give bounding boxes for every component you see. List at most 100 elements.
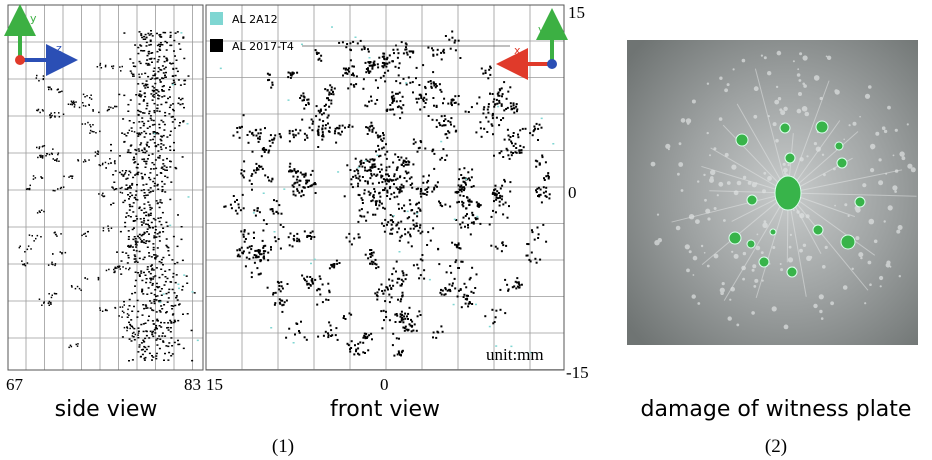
debris-point — [149, 204, 151, 206]
debris-point — [183, 80, 185, 82]
pit — [853, 122, 857, 126]
pit — [799, 52, 802, 55]
debris-point — [516, 110, 518, 112]
debris-point — [168, 292, 170, 294]
debris-point — [483, 108, 485, 110]
debris-point — [359, 180, 361, 182]
debris-point — [173, 40, 175, 42]
debris-point — [176, 274, 178, 276]
debris-point — [151, 268, 153, 270]
pit — [819, 294, 824, 299]
debris-point — [316, 105, 318, 107]
debris-point — [159, 111, 161, 113]
pit — [822, 265, 826, 269]
debris-point — [179, 122, 181, 124]
debris-point — [165, 345, 167, 347]
debris-point — [258, 165, 260, 167]
pit — [757, 234, 759, 236]
debris-point — [331, 334, 333, 336]
debris-point — [142, 184, 144, 186]
debris-point — [154, 68, 156, 70]
debris-point — [240, 173, 242, 175]
debris-point — [327, 123, 329, 125]
debris-point — [391, 296, 393, 298]
debris-point — [159, 221, 161, 223]
debris-point — [458, 201, 460, 203]
debris-point — [385, 179, 387, 181]
debris-point — [143, 125, 145, 127]
debris-point — [495, 199, 497, 201]
debris-point — [72, 176, 74, 178]
debris-point — [504, 139, 506, 141]
debris-point — [33, 175, 35, 177]
debris-point — [175, 282, 177, 284]
legend-label: AL 2017-T4 — [232, 40, 294, 53]
debris-point — [145, 323, 147, 325]
debris-point — [310, 185, 312, 187]
debris-point — [397, 222, 399, 224]
debris-point — [178, 125, 180, 127]
debris-point — [120, 70, 122, 72]
debris-point — [404, 177, 406, 179]
pit — [871, 147, 874, 150]
debris-point — [475, 217, 477, 219]
pit — [855, 236, 859, 240]
debris-point — [477, 203, 479, 205]
debris-point — [150, 209, 152, 211]
debris-point — [74, 106, 76, 108]
debris-point — [96, 153, 98, 155]
debris-point — [220, 68, 222, 70]
debris-point — [137, 337, 139, 339]
debris-point — [127, 317, 129, 319]
debris-point — [143, 50, 145, 52]
debris-point — [153, 237, 155, 239]
pit — [775, 139, 779, 143]
debris-point — [391, 219, 393, 221]
debris-point — [492, 322, 494, 324]
debris-point — [328, 94, 330, 96]
debris-point — [464, 283, 466, 285]
pit — [778, 97, 781, 100]
debris-point — [255, 163, 257, 165]
debris-point — [160, 269, 162, 271]
debris-point — [123, 95, 125, 97]
debris-point — [381, 148, 383, 150]
debris-point — [43, 79, 45, 81]
debris-point — [354, 170, 356, 172]
debris-point — [399, 82, 401, 84]
debris-point — [543, 186, 545, 188]
debris-point — [174, 55, 176, 57]
debris-point — [187, 313, 189, 315]
debris-point — [160, 146, 162, 148]
debris-point — [412, 81, 414, 83]
debris-point — [107, 110, 109, 112]
debris-point — [473, 223, 475, 225]
debris-point — [182, 314, 184, 316]
debris-point — [350, 59, 352, 61]
debris-point — [508, 139, 510, 141]
debris-point — [42, 146, 44, 148]
debris-point — [399, 191, 401, 193]
debris-point — [155, 159, 157, 161]
pit — [734, 190, 739, 195]
debris-point — [178, 79, 180, 81]
debris-point — [384, 208, 386, 210]
debris-point — [362, 337, 364, 339]
debris-point — [29, 234, 31, 236]
debris-point — [122, 336, 124, 338]
debris-point — [244, 241, 246, 243]
debris-point — [117, 266, 119, 268]
debris-point — [487, 77, 489, 79]
debris-point — [464, 226, 466, 228]
debris-point — [144, 257, 146, 259]
debris-point — [154, 112, 156, 114]
debris-point — [518, 150, 520, 152]
debris-point — [333, 93, 335, 95]
debris-point — [509, 181, 511, 183]
debris-point — [383, 319, 385, 321]
debris-point — [92, 109, 94, 111]
debris-point — [463, 195, 465, 197]
debris-point — [437, 248, 439, 250]
debris-point — [153, 168, 155, 170]
debris-point — [357, 172, 359, 174]
